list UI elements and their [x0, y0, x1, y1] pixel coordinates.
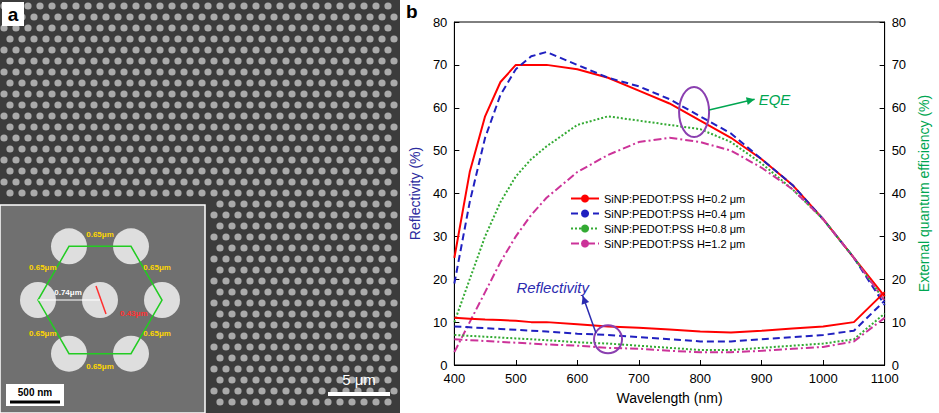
- svg-text:Wavelength (nm): Wavelength (nm): [616, 390, 722, 406]
- svg-text:30: 30: [892, 229, 906, 244]
- svg-text:1100: 1100: [871, 371, 899, 386]
- svg-text:500: 500: [505, 371, 527, 386]
- svg-text:0.65μm: 0.65μm: [143, 329, 171, 338]
- svg-text:EQE: EQE: [759, 91, 792, 108]
- svg-text:a: a: [8, 4, 19, 25]
- svg-text:0.65μm: 0.65μm: [143, 263, 171, 272]
- svg-text:80: 80: [433, 15, 447, 30]
- svg-text:50: 50: [892, 143, 906, 158]
- svg-text:80: 80: [892, 15, 906, 30]
- svg-text:50: 50: [433, 143, 447, 158]
- svg-text:20: 20: [433, 272, 447, 287]
- svg-text:500 nm: 500 nm: [18, 387, 53, 398]
- svg-text:0.65μm: 0.65μm: [86, 362, 114, 371]
- svg-text:0.43μm: 0.43μm: [120, 309, 148, 318]
- svg-text:External quantum efficiency (%: External quantum efficiency (%): [916, 95, 932, 292]
- svg-text:70: 70: [433, 57, 447, 72]
- svg-text:600: 600: [566, 371, 588, 386]
- svg-text:60: 60: [892, 100, 906, 115]
- svg-text:0.65μm: 0.65μm: [86, 230, 114, 239]
- svg-text:0: 0: [891, 357, 899, 373]
- svg-text:30: 30: [433, 229, 447, 244]
- svg-text:0: 0: [440, 357, 448, 373]
- svg-text:0.65μm: 0.65μm: [29, 263, 57, 272]
- svg-text:0.74μm: 0.74μm: [54, 288, 82, 297]
- svg-text:60: 60: [433, 100, 447, 115]
- svg-text:800: 800: [689, 371, 711, 386]
- svg-text:b: b: [406, 1, 418, 22]
- svg-text:20: 20: [892, 272, 906, 287]
- svg-text:40: 40: [433, 186, 447, 201]
- svg-text:10: 10: [892, 315, 906, 330]
- svg-text:700: 700: [628, 371, 650, 386]
- svg-text:70: 70: [892, 57, 906, 72]
- svg-text:400: 400: [444, 371, 466, 386]
- svg-text:Reflectivity: Reflectivity: [516, 279, 590, 296]
- svg-text:1000: 1000: [809, 371, 838, 386]
- svg-text:SiNP:PEDOT:PSS H=0.8 μm: SiNP:PEDOT:PSS H=0.8 μm: [604, 223, 745, 235]
- svg-text:Reflectivity (%): Reflectivity (%): [407, 147, 423, 240]
- svg-text:SiNP:PEDOT:PSS H=0.4 μm: SiNP:PEDOT:PSS H=0.4 μm: [604, 208, 745, 220]
- svg-text:SiNP:PEDOT:PSS H=1.2 μm: SiNP:PEDOT:PSS H=1.2 μm: [604, 238, 745, 250]
- svg-text:900: 900: [751, 371, 773, 386]
- svg-text:40: 40: [892, 186, 906, 201]
- svg-text:10: 10: [433, 315, 447, 330]
- svg-text:SiNP:PEDOT:PSS H=0.2 μm: SiNP:PEDOT:PSS H=0.2 μm: [604, 193, 745, 205]
- svg-text:0.65μm: 0.65μm: [29, 329, 57, 338]
- svg-text:5 μm: 5 μm: [342, 371, 376, 388]
